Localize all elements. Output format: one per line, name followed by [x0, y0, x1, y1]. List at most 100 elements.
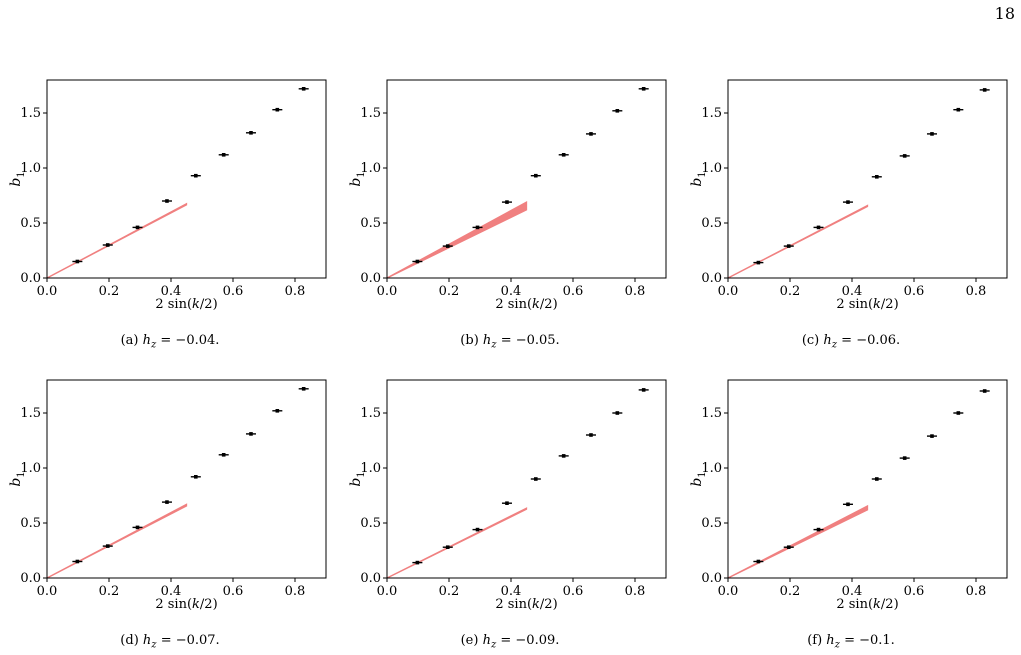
x-tick-label-f-2: 0.4: [842, 584, 863, 599]
x-tick-label-f-1: 0.2: [780, 584, 801, 599]
x-axis-label-a: 2 sin(k/2): [155, 297, 217, 312]
y-tick-label-b-3: 1.5: [360, 106, 381, 121]
y-tick-label-e-1: 0.5: [360, 516, 381, 531]
data-point-a-0: [72, 259, 83, 264]
y-axis-label-d: b1: [8, 471, 27, 486]
data-point-a-3: [161, 199, 172, 203]
y-axis-label-c: b1: [689, 171, 708, 186]
chart-panel-a: 0.0 0.2 0.4 0.6 0.8 0.0 0.5 1.0 1.5 2 sin(k/2) b1 …: [0, 65, 340, 355]
chart-a: 0.0 0.2 0.4 0.6 0.8 0.0 0.5 1.0 1.5 2 sin(k/2) b1: [8, 79, 327, 312]
x-tick-label-e-2: 0.4: [501, 584, 522, 599]
chart-panel-d: 0.0 0.2 0.4 0.6 0.8 0.0 0.5 1.0 1.5 2 sin(k/2) b1 …: [0, 365, 340, 655]
x-tick-label-e-4: 0.8: [625, 584, 646, 599]
x-tick-label-a-1: 0.2: [99, 284, 120, 299]
x-tick-label-d-2: 0.4: [161, 584, 182, 599]
data-point-c-1: [783, 244, 794, 248]
chart-e: 0.0 0.2 0.4 0.6 0.8 0.0 0.5 1.0 1.5 2 sin(k/2) b1: [348, 379, 667, 612]
fit-line-f: [727, 504, 869, 579]
y-tick-label-d-3: 1.5: [20, 406, 41, 421]
x-tick-label-b-1: 0.2: [439, 284, 460, 299]
chart-b: 0.0 0.2 0.4 0.6 0.8 0.0 0.5 1.0 1.5 2 sin(k/2) b1: [348, 79, 667, 312]
y-tick-label-d-0: 0.0: [20, 571, 41, 586]
y-axis-label-e: b1: [348, 471, 367, 486]
y-tick-label-f-1: 0.5: [701, 516, 722, 531]
chart-c: 0.0 0.2 0.4 0.6 0.8 0.0 0.5 1.0 1.5 2 sin(k/2) b1: [689, 79, 1008, 312]
y-tick-label-a-1: 0.5: [20, 216, 41, 231]
y-tick-label-c-0: 0.0: [701, 271, 722, 286]
data-point-f-7: [953, 411, 964, 415]
data-point-f-5: [899, 456, 910, 460]
data-point-f-0: [753, 559, 764, 564]
data-point-d-2: [132, 525, 143, 530]
data-point-c-7: [953, 107, 964, 112]
y-tick-label-c-2: 1.0: [701, 161, 722, 176]
data-point-c-2: [813, 225, 824, 230]
x-tick-label-a-0: 0.0: [37, 284, 58, 299]
data-point-d-5: [218, 453, 229, 457]
y-tick-label-a-0: 0.0: [20, 271, 41, 286]
y-tick-label-b-1: 0.5: [360, 216, 381, 231]
caption-f: (f) hz = −0.1.: [807, 633, 895, 651]
plot-frame-e: [386, 379, 667, 579]
data-point-c-8: [979, 88, 990, 92]
x-axis-label-f: 2 sin(k/2): [836, 597, 898, 612]
x-tick-label-d-1: 0.2: [99, 584, 120, 599]
data-point-e-3: [501, 501, 512, 505]
x-tick-label-b-0: 0.0: [377, 284, 398, 299]
caption-b: (b) hz = −0.05.: [460, 333, 560, 351]
data-point-f-8: [979, 389, 990, 393]
fit-line-c: [727, 204, 869, 279]
chart-d: 0.0 0.2 0.4 0.6 0.8 0.0 0.5 1.0 1.5 2 sin(k/2) b1: [8, 379, 327, 612]
y-tick-label-e-2: 1.0: [360, 461, 381, 476]
x-axis-label-c: 2 sin(k/2): [836, 297, 898, 312]
data-point-a-1: [102, 243, 113, 247]
x-tick-label-c-0: 0.0: [718, 284, 739, 299]
data-point-d-3: [161, 500, 172, 504]
data-point-b-0: [412, 259, 423, 264]
chart-panel-f: 0.0 0.2 0.4 0.6 0.8 0.0 0.5 1.0 1.5 2 sin(k/2) b1 …: [681, 365, 1021, 655]
data-point-f-6: [926, 434, 937, 438]
data-point-b-2: [472, 225, 483, 230]
y-tick-label-c-3: 1.5: [701, 106, 722, 121]
x-tick-label-a-4: 0.8: [285, 284, 306, 299]
plot-frame-f: [727, 379, 1008, 579]
data-point-d-8: [298, 387, 309, 391]
x-tick-label-e-1: 0.2: [439, 584, 460, 599]
data-point-e-0: [412, 560, 423, 565]
y-tick-label-d-1: 0.5: [20, 516, 41, 531]
data-point-e-2: [472, 527, 483, 532]
x-axis-label-b: 2 sin(k/2): [495, 297, 557, 312]
plot-frame-b: [386, 79, 667, 279]
data-point-e-8: [638, 388, 649, 392]
x-axis-label-e: 2 sin(k/2): [495, 597, 557, 612]
y-tick-label-a-2: 1.0: [20, 161, 41, 176]
caption-c: (c) hz = −0.06.: [801, 333, 901, 351]
x-axis-label-d: 2 sin(k/2): [155, 597, 217, 612]
data-point-a-6: [245, 131, 256, 135]
data-point-d-1: [102, 544, 113, 548]
plot-frame-a: [46, 79, 327, 279]
data-point-e-7: [612, 411, 623, 415]
data-point-f-4: [871, 477, 882, 481]
x-tick-label-c-4: 0.8: [966, 284, 987, 299]
x-tick-label-b-4: 0.8: [625, 284, 646, 299]
data-point-f-3: [842, 502, 853, 507]
x-tick-label-c-3: 0.6: [904, 284, 925, 299]
data-point-d-6: [245, 432, 256, 436]
y-tick-label-f-2: 1.0: [701, 461, 722, 476]
data-point-b-4: [530, 173, 541, 178]
data-point-c-6: [926, 132, 937, 136]
y-tick-label-b-0: 0.0: [360, 271, 381, 286]
x-tick-label-c-2: 0.4: [842, 284, 863, 299]
caption-a: (a) hz = −0.04.: [120, 333, 220, 351]
x-tick-label-f-3: 0.6: [904, 584, 925, 599]
data-point-a-7: [272, 107, 283, 112]
y-tick-label-e-0: 0.0: [360, 571, 381, 586]
caption-e: (e) hz = −0.09.: [460, 633, 560, 651]
x-tick-label-d-0: 0.0: [37, 584, 58, 599]
data-point-d-4: [190, 475, 201, 479]
data-point-c-4: [871, 175, 882, 179]
x-tick-label-c-1: 0.2: [780, 284, 801, 299]
x-tick-label-e-3: 0.6: [563, 584, 584, 599]
x-tick-label-e-0: 0.0: [377, 584, 398, 599]
